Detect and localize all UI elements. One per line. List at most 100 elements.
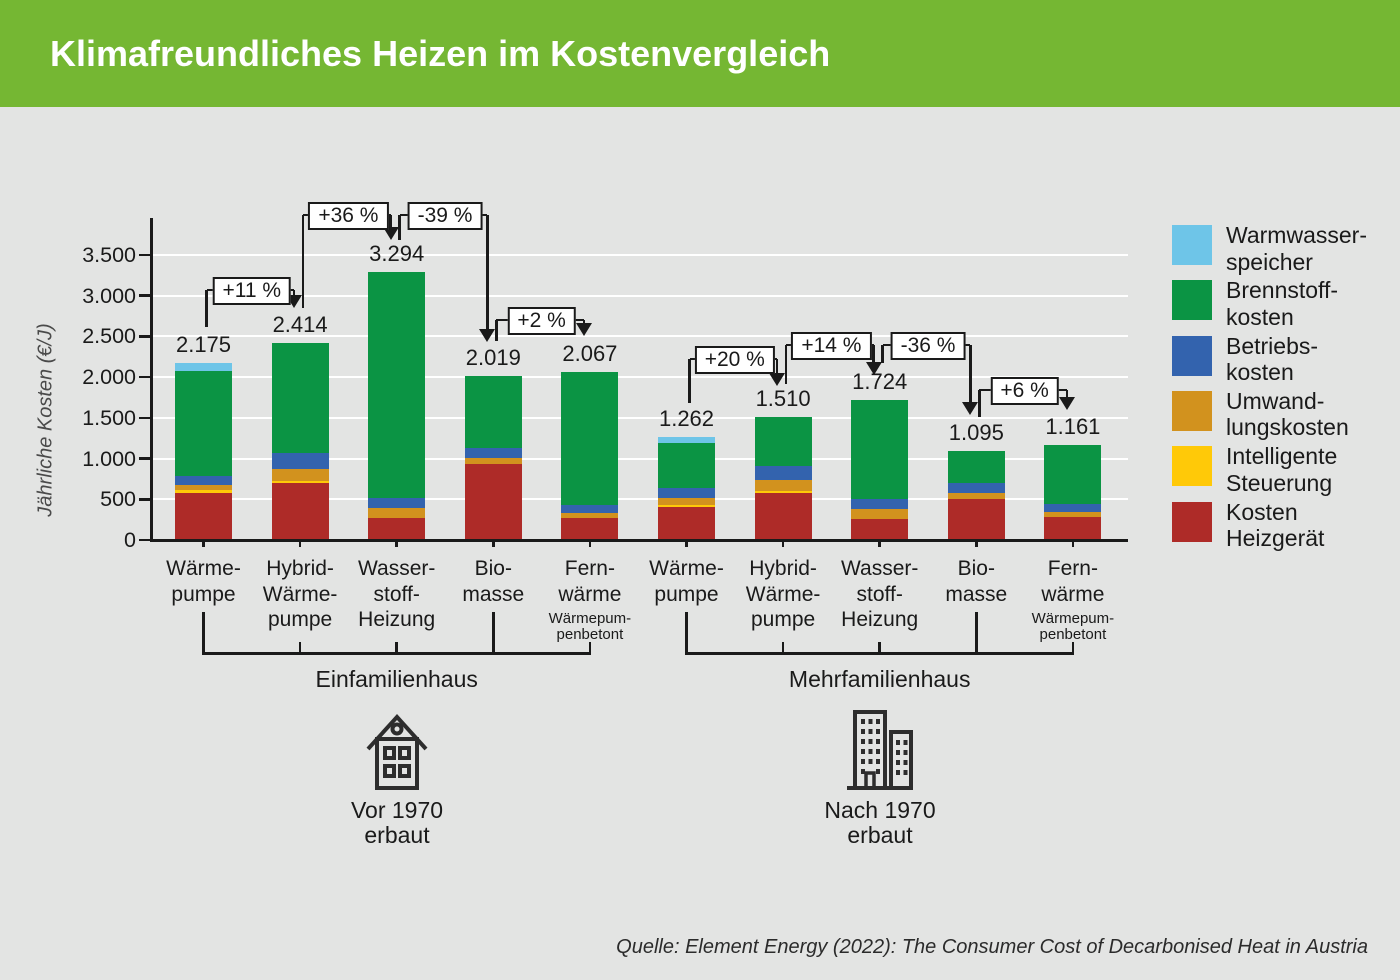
bar-segment-brennstoffkosten [561,371,619,505]
x-axis-tick [878,541,881,547]
y-axis-tick [139,253,151,257]
group-label: Mehrfamilienhaus [788,666,971,692]
x-axis-tick [395,541,398,547]
y-axis-tick [139,294,151,297]
bar-segment-kosten-heizgeraet [368,518,426,540]
bar-label-line: Wärme- [166,557,241,580]
bar-label-line: wärme [558,582,622,606]
bar-segment-umwandlungskosten [658,498,715,505]
legend: Warmwasser-speicher Brennstoff-kosten Betr… [1172,222,1392,553]
bar-segment-brennstoffkosten [368,271,426,499]
bar-category-label: Fern-wärme Wärmepum-penbetont [542,556,638,643]
bar-total-label: 1.161 [1045,414,1101,440]
bar-sublabel-line: penbetont [1039,626,1107,643]
annotation-arrow-down-icon [769,373,786,386]
annotation-connector-left [978,390,981,417]
annotation-arrow-down-icon [382,227,399,240]
group-bracket-stub [975,612,978,652]
bar-segment-umwandlungskosten [175,484,232,490]
bar-segment-kosten-heizgeraet [947,499,1005,540]
bar-category-label: Bio-masse [928,556,1024,607]
bar-category-label: Wasser-stoff- Heizung [832,556,928,633]
annotation-percent-box: +14 % [791,331,872,360]
gridline [150,253,1128,256]
apartment-buildings-icon [846,707,914,791]
bar-sublabel-line: Wärmepum- [548,610,632,627]
legend-label: Intelligente Steuerung [1226,443,1392,496]
annotation-connector-right [389,215,392,227]
bar-label-line: stoff- [856,582,903,606]
bar-category-label: Wasser-stoff- Heizung [349,556,445,633]
group-bracket-stub [588,642,592,652]
bar-segment-betriebskosten [271,453,329,470]
bar-segment-warmwasserspeicher [658,437,715,444]
legend-label-line: Kosten [1226,498,1298,525]
bar-total-label: 3.294 [369,240,425,266]
bar-total-label: 2.067 [562,340,618,366]
legend-item-warmwasserspeicher: Warmwasser-speicher [1172,222,1392,278]
legend-label-line: Heizgerät [1226,525,1325,551]
x-axis-line [150,539,1128,542]
page-title: Klimafreundliches Heizen im Kostenvergle… [50,32,831,74]
y-tick-label: 1.500 [82,405,136,430]
bar-label-line: Fern- [1047,557,1098,580]
bar-segment-betriebskosten [1044,504,1102,512]
annotation-percent-box: +36 % [308,201,389,230]
group-bracket-stub [685,612,688,652]
annotation-connector-left [881,345,884,363]
built-year-line: erbaut [847,821,913,848]
x-axis-tick [492,541,495,547]
legend-label-line: Steuerung [1226,469,1333,496]
bar-label-line: Bio- [474,557,512,580]
bar-segment-brennstoffkosten [947,450,1005,483]
annotation-connector-left [301,215,305,308]
legend-swatch-brennstoffkosten [1172,280,1212,321]
built-year-line: erbaut [364,821,430,848]
bar-total-label: 1.262 [658,406,715,432]
annotation-percent-box: +20 % [694,345,775,374]
bar-segment-kosten-heizgeraet [175,493,232,540]
group-bracket-line [202,652,592,655]
legend-label: Umwand-lungskosten [1226,388,1392,441]
bar-segment-intelligente-steuerung [271,480,329,484]
bar-label-line: Heizung [841,608,919,631]
legend-swatch-betriebskosten [1172,335,1212,376]
annotation-connector-right [969,345,972,402]
bar-segment-brennstoffkosten [658,443,715,489]
bar-segment-betriebskosten [175,475,232,485]
y-axis-tick [139,457,151,460]
bar-segment-intelligente-steuerung [658,504,715,507]
header-band: Klimafreundliches Heizen im Kostenvergle… [0,0,1400,107]
bar-label-line: pumpe [654,582,719,606]
group-bracket-stub [878,642,881,652]
bar-segment-brennstoffkosten [464,375,522,449]
bar-label-line: stoff- [373,582,420,606]
bar-label-line: Hybrid- [749,557,817,580]
gridline [150,457,1128,460]
bar-category-label: Fern-wärme Wärmepum-penbetont [1025,556,1121,643]
legend-label-line: kosten [1226,359,1294,386]
bar-segment-kosten-heizgeraet [1044,516,1102,540]
bar-segment-umwandlungskosten [947,493,1005,500]
bar-segment-brennstoffkosten [754,417,812,466]
group-bracket-stub [1071,642,1075,652]
y-tick-label: 2.500 [82,324,136,349]
bar-segment-kosten-heizgeraet [658,506,715,540]
annotation-connector-left [688,359,691,403]
x-axis-tick [781,541,785,547]
legend-item-intelligente-steuerung: Intelligente Steuerung [1172,443,1392,499]
gridline [150,294,1128,297]
legend-item-brennstoffkosten: Brennstoff-kosten [1172,277,1392,333]
y-tick-label: 1.000 [82,446,136,471]
legend-label-line: kosten [1226,303,1294,330]
group-bracket-stub [202,612,205,652]
annotation-percent-box: -39 % [407,201,483,230]
bar-total-label: 2.019 [465,344,521,370]
legend-swatch-umwandlungskosten [1172,390,1212,431]
annotation-arrow-down-icon [962,402,979,415]
source-credit: Quelle: Element Energy (2022): The Consu… [616,936,1368,958]
y-axis-tick [139,335,151,338]
gridline [150,376,1128,379]
